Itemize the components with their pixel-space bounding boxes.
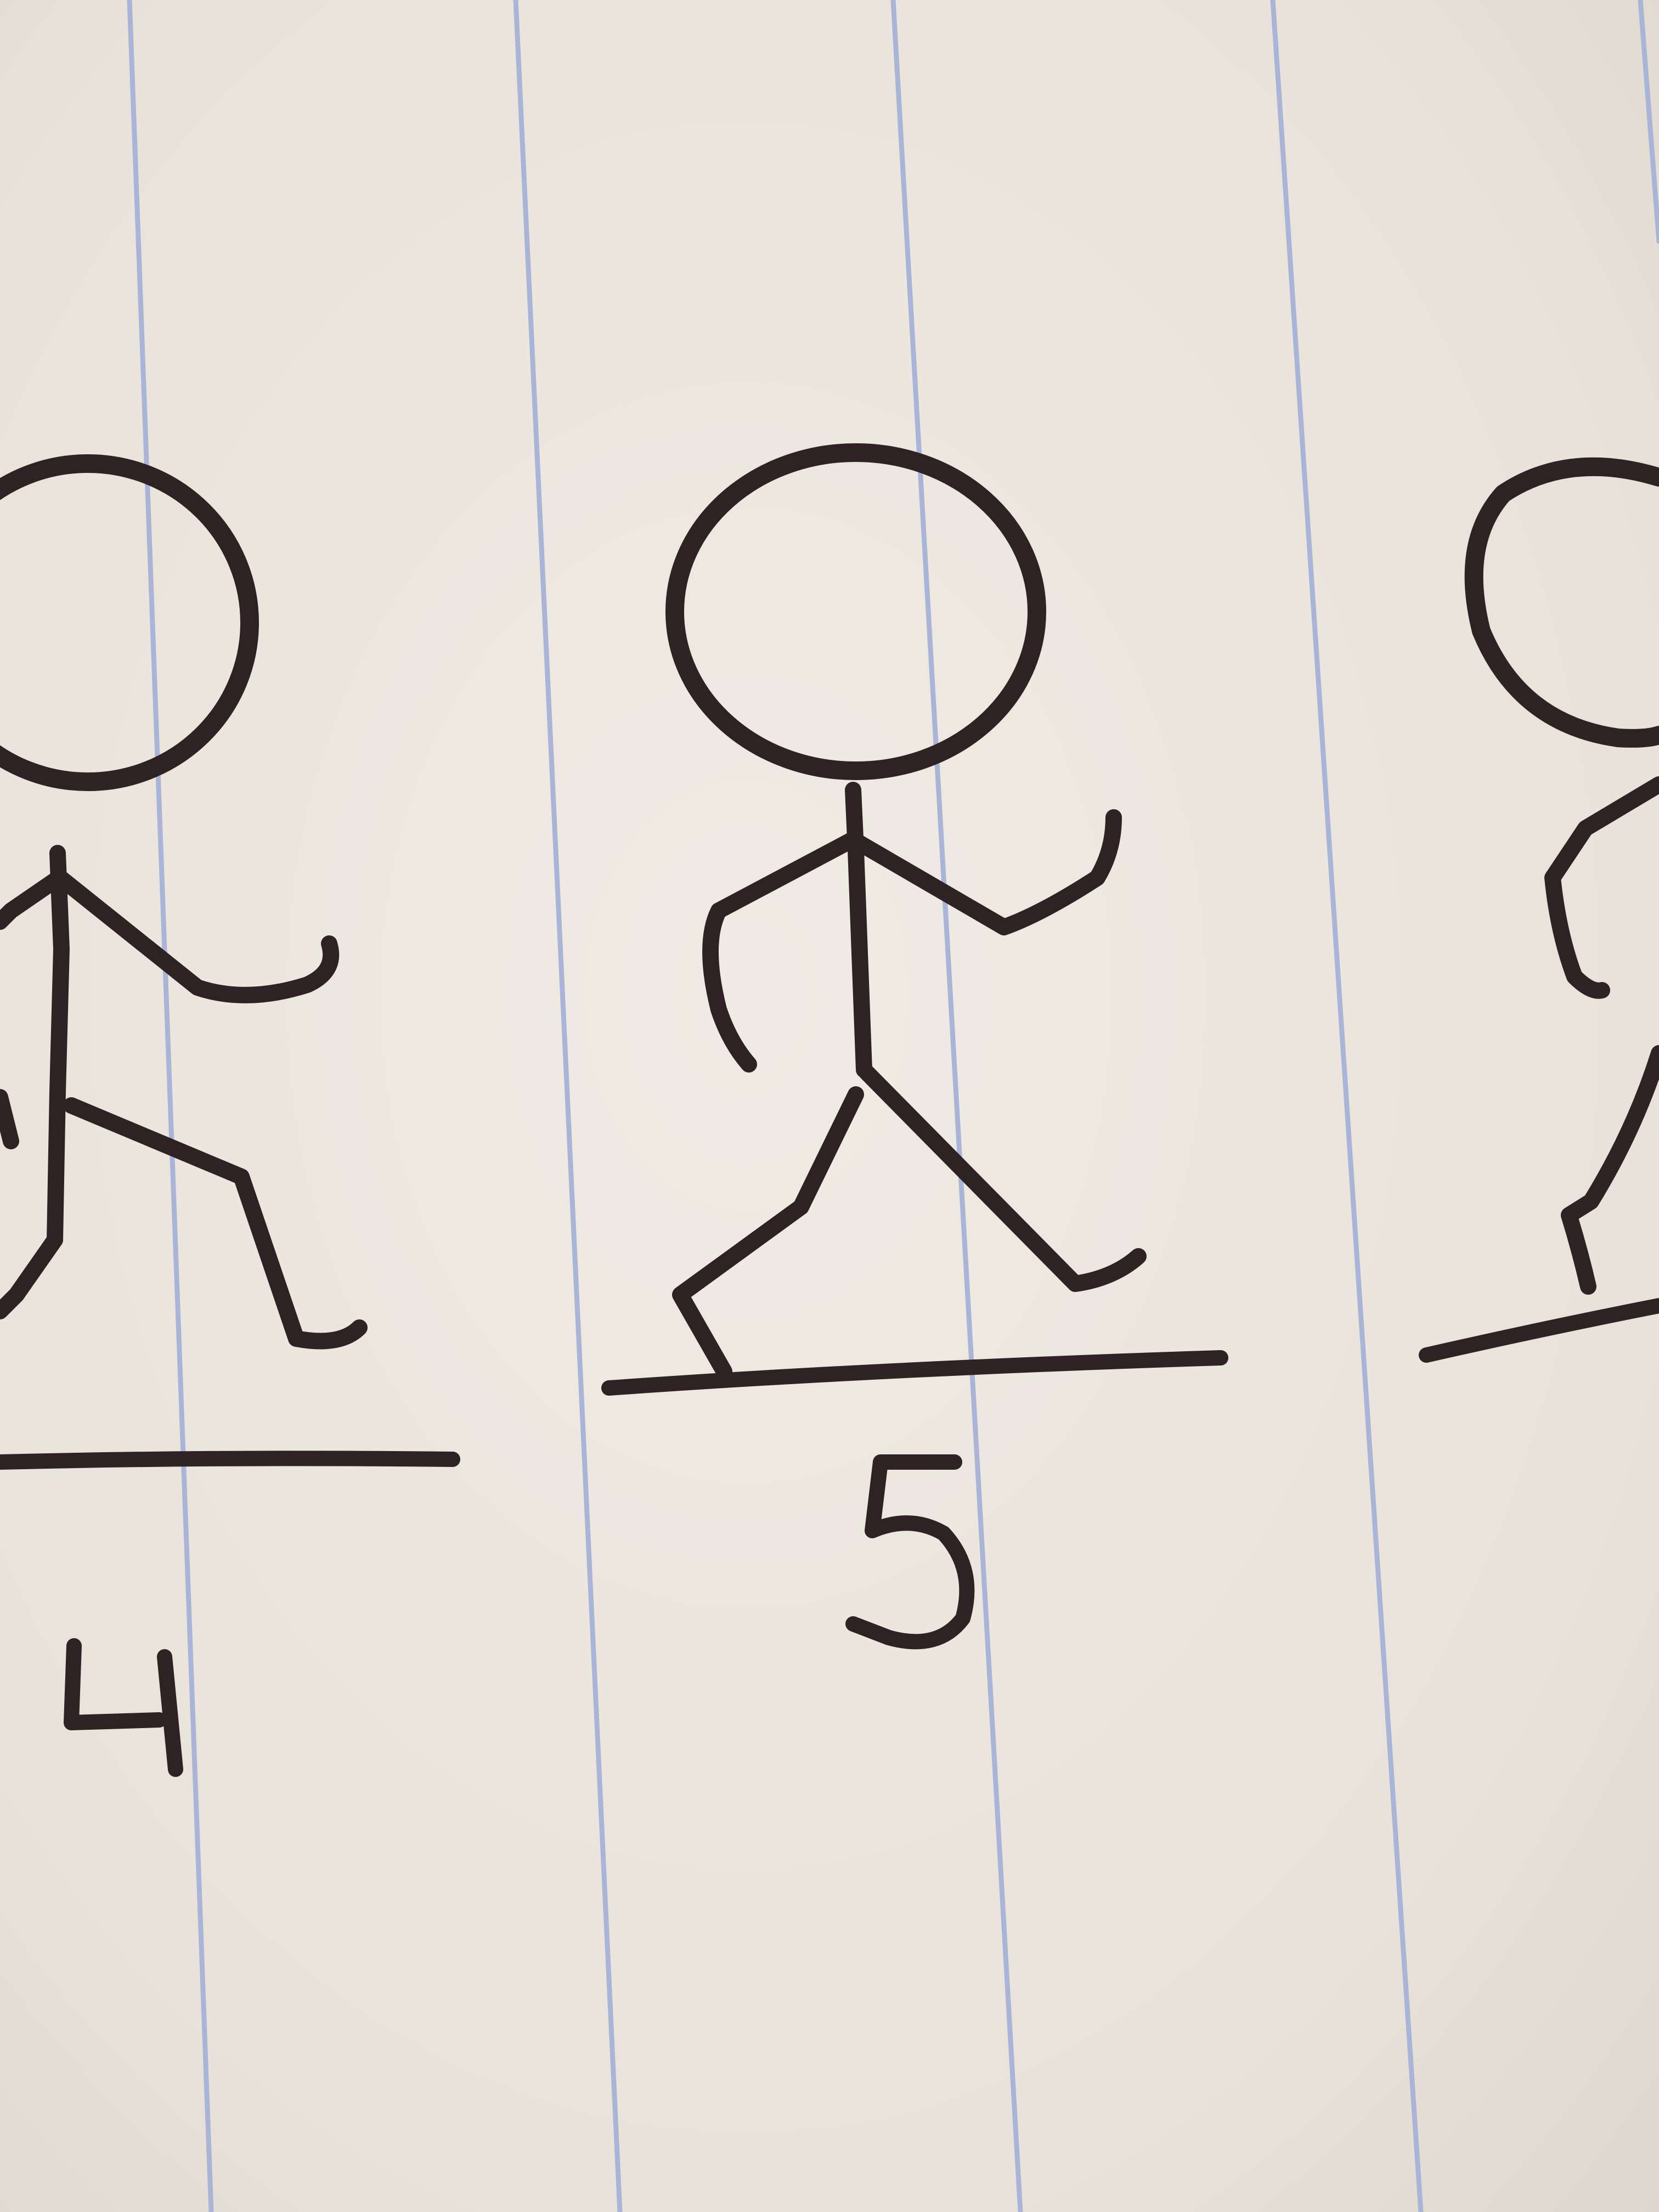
rule-line [127, 0, 214, 2212]
frame-number-5-handwritten [845, 1454, 975, 1650]
rule-lines [127, 0, 1659, 2212]
figure-4-head [0, 454, 259, 791]
rule-line [1638, 0, 1659, 244]
figure-5-front-leg [859, 1064, 1147, 1292]
frame-numbers [64, 1454, 975, 1777]
frame-number-4-handwritten [64, 1638, 183, 1777]
stick-figure-5 [601, 443, 1228, 1396]
figure-6-ground-line [1419, 1298, 1659, 1363]
figure-4-ground-line [0, 1451, 460, 1470]
figure-6-head [1464, 457, 1659, 748]
rule-line [1270, 0, 1424, 2212]
figure-4-back-arm [0, 872, 63, 930]
figure-4-back-hand [0, 1089, 19, 1149]
figure-4-body [47, 845, 70, 1248]
figure-5-front-arm [845, 809, 1122, 935]
frame-number-label: 5 [911, 1509, 1001, 1674]
stick-figure-4 [0, 454, 460, 1470]
figure-5-ground-line [601, 1350, 1228, 1396]
rule-line [890, 0, 1023, 2212]
figure-5-back-arm [702, 831, 861, 1073]
stick-figure-6-partial [1419, 457, 1659, 1363]
figure-6-leg [1561, 1045, 1659, 1295]
figure-4-front-leg [63, 1097, 368, 1350]
rule-line [513, 0, 623, 2212]
figure-5-back-leg [672, 1086, 864, 1380]
figure-4-front-arm [52, 870, 340, 1003]
figure-5-head [665, 443, 1046, 780]
figure-6-arm [1544, 776, 1659, 999]
frame-number-label: 4 [115, 1624, 206, 1790]
figure-4-back-leg [0, 1232, 63, 1319]
